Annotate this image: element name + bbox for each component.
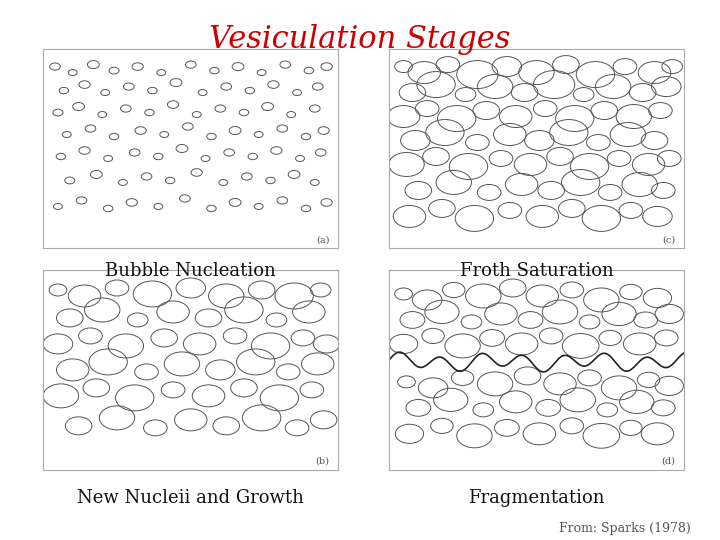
Text: From: Sparks (1978): From: Sparks (1978) <box>559 522 691 535</box>
Text: (d): (d) <box>661 457 675 466</box>
Text: Vesiculation Stages: Vesiculation Stages <box>210 24 510 55</box>
Text: Bubble Nucleation: Bubble Nucleation <box>105 262 276 280</box>
Text: (c): (c) <box>662 235 675 245</box>
Text: (a): (a) <box>316 235 330 245</box>
Text: (b): (b) <box>315 457 330 466</box>
Text: New Nucleii and Growth: New Nucleii and Growth <box>77 489 305 507</box>
Text: Froth Saturation: Froth Saturation <box>459 262 613 280</box>
Text: Fragmentation: Fragmentation <box>468 489 605 507</box>
